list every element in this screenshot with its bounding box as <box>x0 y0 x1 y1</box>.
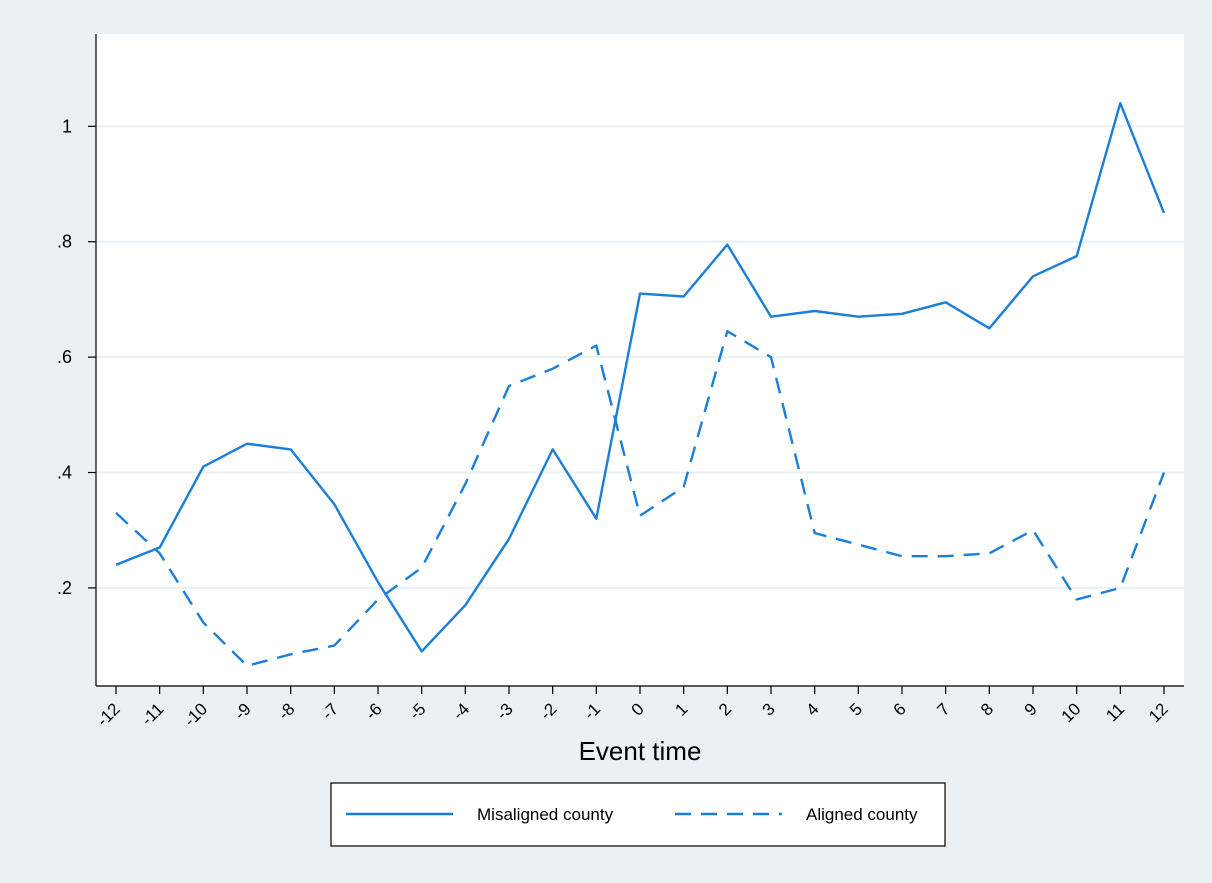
y-ticks: .2 .4 .6 .8 1 <box>57 116 96 598</box>
x-tick-label: 3 <box>759 699 779 719</box>
x-tick-label: -3 <box>493 699 517 723</box>
x-tick-label: 6 <box>890 699 910 719</box>
x-tick-label: 5 <box>846 699 866 719</box>
x-tick-label: -7 <box>318 699 342 723</box>
series-line-misaligned-county <box>115 101 1166 653</box>
x-tick-label: 11 <box>1102 699 1128 725</box>
x-tick-label: -2 <box>536 699 560 723</box>
x-tick-label: -1 <box>580 699 604 723</box>
x-tick-label: 2 <box>715 699 735 719</box>
x-tick-label: 7 <box>933 699 953 719</box>
x-tick-label: -4 <box>449 699 473 723</box>
x-tick-label: -12 <box>93 699 124 730</box>
series-layer <box>115 101 1166 667</box>
x-tick-label: 4 <box>802 699 822 719</box>
x-tick-label: 10 <box>1058 699 1085 726</box>
x-tick-label: 1 <box>671 699 691 719</box>
x-tick-label: 9 <box>1021 699 1041 719</box>
legend-label-misaligned: Misaligned county <box>477 805 614 824</box>
x-tick-label: 0 <box>628 699 648 719</box>
x-tick-label: -10 <box>180 699 211 730</box>
gridlines <box>96 125 1184 589</box>
x-axis-title: Event time <box>579 736 702 766</box>
y-tick-label: .8 <box>57 232 72 252</box>
legend: Misaligned county Aligned county <box>330 782 946 847</box>
plot-area <box>96 34 1184 685</box>
x-ticks: -12 -11 -10 -9 -8 -7 -6 -5 -4 -3 -2 -1 0 1 2 3 4 5 6 7 8 9 10 1… <box>93 686 1172 730</box>
legend-label-aligned: Aligned county <box>806 805 918 824</box>
series-line-aligned-county <box>115 330 1166 667</box>
x-tick-label: -6 <box>362 699 386 723</box>
x-tick-label: -5 <box>405 699 429 723</box>
y-tick-label: 1 <box>62 116 72 136</box>
y-tick-label: .4 <box>57 463 72 483</box>
x-tick-label: -11 <box>138 699 168 729</box>
y-tick-label: .2 <box>57 578 72 598</box>
x-tick-label: 8 <box>977 699 997 719</box>
x-tick-label: 12 <box>1145 699 1172 726</box>
x-tick-label: -8 <box>274 699 298 723</box>
y-tick-label: .6 <box>57 347 72 367</box>
x-tick-label: -9 <box>231 699 255 723</box>
